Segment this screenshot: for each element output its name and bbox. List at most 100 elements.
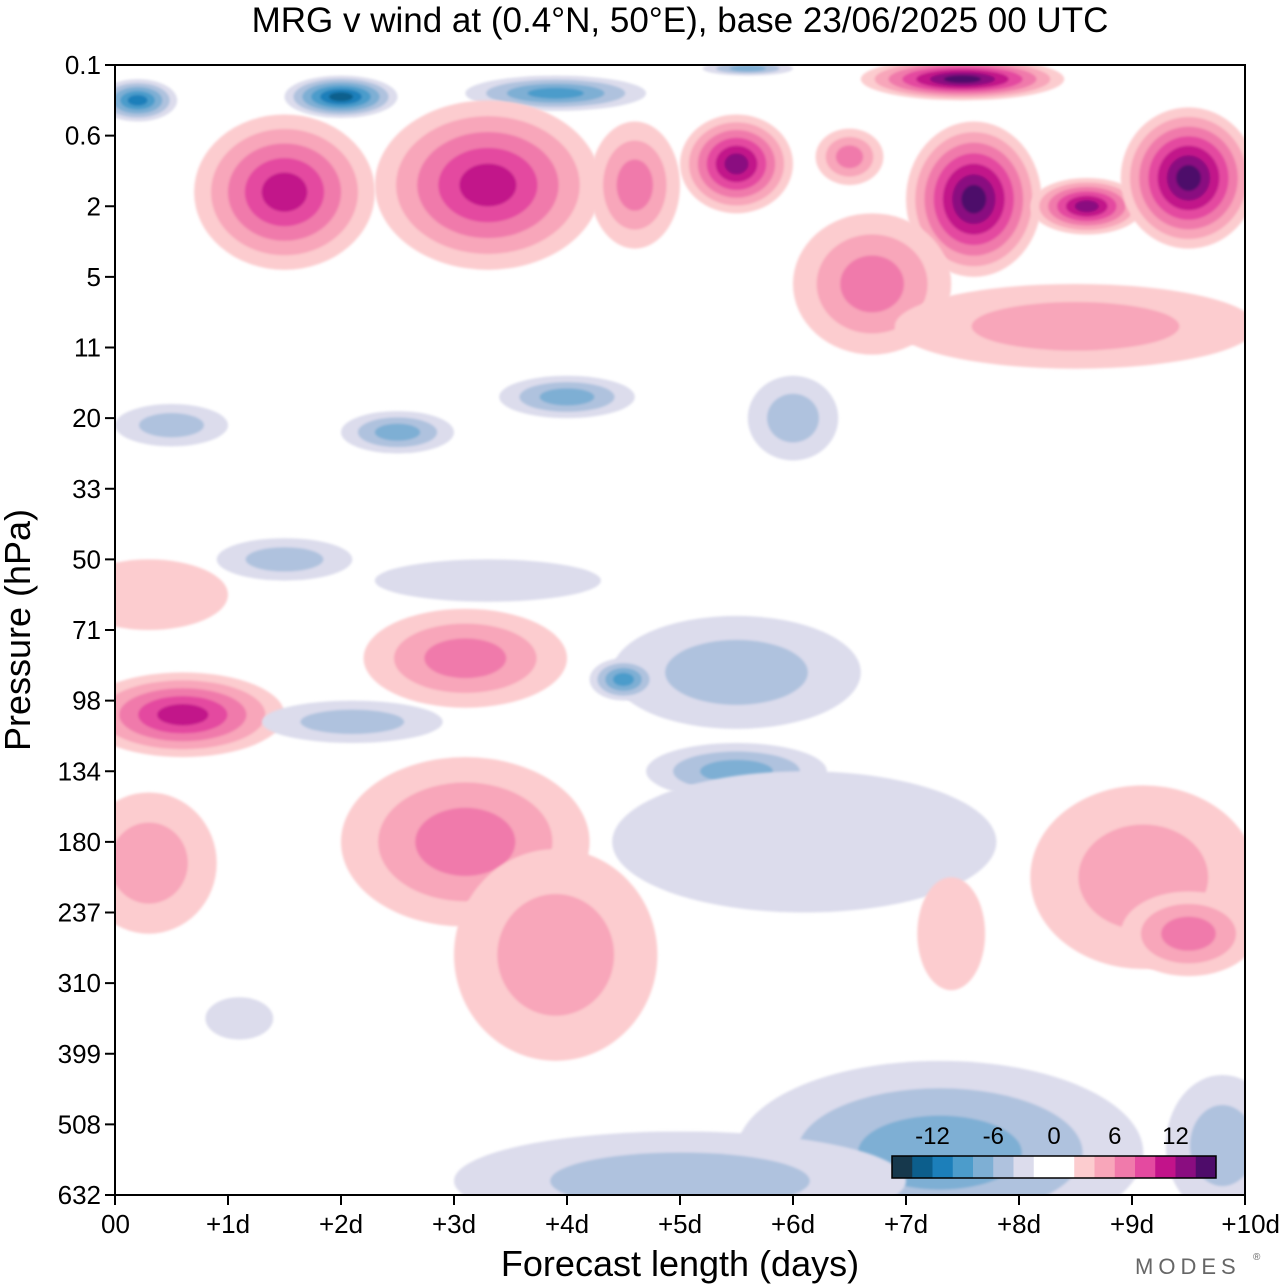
contour-level <box>971 301 1180 351</box>
contour-level <box>497 894 615 1016</box>
contour-feature <box>860 65 1065 101</box>
contour-feature <box>815 128 884 186</box>
colorbar-swatch <box>952 1156 974 1178</box>
x-tick-label: +7d <box>884 1209 928 1239</box>
x-axis: 00 +1d +2d +3d +4d +5d +6d +7d +8d +9d +10d <box>101 1195 1280 1239</box>
contour-fill-layer <box>115 65 1245 1195</box>
contour-level <box>767 393 819 443</box>
y-tick-label: 0.6 <box>65 121 101 151</box>
plot-area <box>114 64 1246 1196</box>
contour-feature <box>917 877 986 991</box>
y-tick-label: 508 <box>58 1109 101 1139</box>
contour-level <box>527 87 584 99</box>
contour-level <box>300 709 405 734</box>
colorbar-swatch <box>1033 1156 1055 1178</box>
contour-feature <box>115 792 217 934</box>
x-tick-label: 00 <box>101 1209 130 1239</box>
colorbar-swatch <box>1114 1156 1136 1178</box>
contour-level <box>157 704 209 726</box>
x-tick-label: +3d <box>432 1209 476 1239</box>
x-tick-label: +5d <box>658 1209 702 1239</box>
contour-level <box>245 547 324 572</box>
contour-feature <box>115 79 178 122</box>
contour-feature <box>1030 178 1144 235</box>
x-tick-label: +1d <box>206 1209 250 1239</box>
x-tick-label: +2d <box>319 1209 363 1239</box>
y-tick-label: 20 <box>72 403 101 433</box>
y-tick-label: 2 <box>87 191 101 221</box>
contour-level <box>1074 200 1099 213</box>
colorbar-swatch <box>892 1156 913 1178</box>
colorbar-swatch <box>1013 1156 1035 1178</box>
y-tick-label: 632 <box>58 1180 101 1210</box>
colorbar-swatch <box>973 1156 994 1178</box>
contour-level <box>459 163 517 207</box>
contour-feature <box>906 121 1042 277</box>
contour-feature <box>454 1131 906 1195</box>
contour-level <box>943 75 982 84</box>
colorbar-swatch <box>1195 1156 1217 1178</box>
chart-title: MRG v wind at (0.4°N, 50°E), base 23/06/… <box>252 1 1109 40</box>
colorbar-swatch <box>993 1156 1014 1178</box>
contour-feature <box>499 375 635 419</box>
colorbar-swatch <box>1074 1156 1095 1178</box>
x-axis-label: Forecast length (days) <box>501 1243 859 1284</box>
y-tick-label: 310 <box>58 968 101 998</box>
y-tick-label: 71 <box>72 615 101 645</box>
contour-level <box>261 172 308 212</box>
contour-level <box>729 65 767 72</box>
x-tick-label: +8d <box>997 1209 1041 1239</box>
brand-logo: MODES <box>1135 1254 1241 1279</box>
contour-feature <box>216 538 353 581</box>
contour-level <box>612 672 635 687</box>
contour-feature <box>747 375 839 461</box>
x-tick-label: +6d <box>771 1209 815 1239</box>
colorbar-swatch <box>1135 1156 1156 1178</box>
contour-feature <box>115 559 228 630</box>
contour-level <box>424 638 507 679</box>
contour-level <box>115 822 188 904</box>
contour-level <box>612 771 997 913</box>
contour-level <box>328 92 354 102</box>
contour-feature <box>589 658 658 701</box>
contour-level <box>665 639 808 705</box>
contour-level <box>724 153 749 175</box>
colorbar-label: -6 <box>983 1123 1004 1150</box>
contour-feature <box>454 848 658 1061</box>
contour-feature <box>894 283 1245 369</box>
brand-registered-mark: ® <box>1253 1252 1261 1263</box>
contour-feature <box>284 75 398 118</box>
contour-level <box>616 159 654 211</box>
colorbar-swatch <box>912 1156 933 1178</box>
y-tick-label: 134 <box>58 756 101 786</box>
y-tick-label: 0.1 <box>65 50 101 80</box>
colorbar-swatch <box>932 1156 954 1178</box>
contour-level <box>917 877 986 991</box>
y-tick-label: 5 <box>87 262 101 292</box>
y-tick-label: 98 <box>72 686 101 716</box>
contour-feature <box>115 404 228 447</box>
contour-feature <box>680 114 793 214</box>
y-tick-label: 399 <box>58 1039 101 1069</box>
contour-feature <box>589 121 680 249</box>
contour-level <box>115 559 228 630</box>
x-tick-label: +9d <box>1110 1209 1154 1239</box>
contour-level <box>961 184 987 214</box>
x-tick-label: +4d <box>545 1209 589 1239</box>
colorbar-swatch <box>1094 1156 1116 1178</box>
y-tick-label: 11 <box>74 333 101 363</box>
contour-level <box>835 145 864 169</box>
colorbar: -12 -6 0 6 12 <box>891 1123 1217 1179</box>
colorbar-label: 12 <box>1162 1123 1189 1150</box>
contour-feature <box>1120 107 1245 249</box>
y-axis-label: Pressure (hPa) <box>0 509 38 751</box>
contour-level <box>205 997 274 1040</box>
colorbar-label: 6 <box>1108 1123 1121 1150</box>
contour-feature <box>261 700 443 743</box>
colorbar-swatch <box>1175 1156 1197 1178</box>
contour-feature <box>465 75 647 111</box>
contour-level <box>374 559 601 602</box>
colorbar-frame <box>891 1155 1217 1179</box>
contour-feature <box>374 559 601 602</box>
contour-level <box>374 423 421 441</box>
